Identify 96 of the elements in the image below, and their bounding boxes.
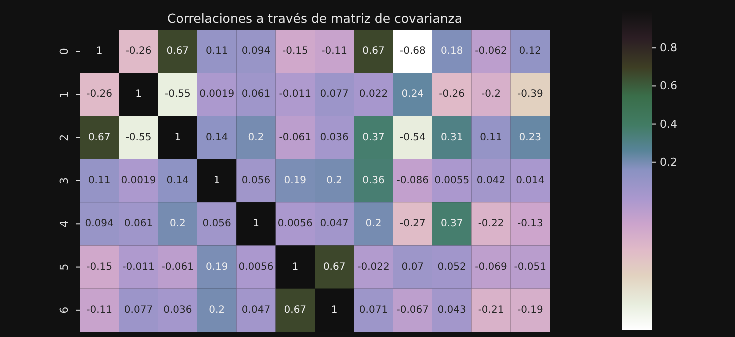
data-label: -0.15	[86, 262, 113, 273]
data-label: 0.2	[170, 218, 186, 230]
data-label: 0.2	[209, 304, 226, 316]
data-label: 0.042	[476, 176, 506, 186]
data-label: -0.15	[282, 46, 308, 58]
data-label: 1	[96, 46, 103, 58]
y-tick-label: 2	[58, 134, 71, 142]
data-label: -0.022	[358, 262, 390, 273]
data-label: -0.069	[475, 262, 508, 273]
data-label: 0.2	[366, 218, 382, 230]
y-tick-label: 1	[58, 91, 71, 98]
y-tick-label: 5	[58, 264, 71, 271]
data-label: -0.2	[481, 89, 502, 100]
data-label: 0.043	[438, 304, 466, 316]
data-label: -0.22	[478, 218, 504, 230]
data-label: 0.077	[124, 304, 154, 316]
data-label: 0.036	[320, 132, 349, 144]
data-label: 0.14	[206, 132, 228, 144]
data-label: -0.54	[400, 132, 426, 144]
data-label: -0.11	[86, 304, 113, 316]
data-label: -0.39	[517, 89, 544, 100]
data-label: -0.086	[396, 176, 430, 186]
data-label: 0.67	[284, 304, 307, 316]
data-label: 0.094	[242, 46, 271, 58]
data-label: 0.36	[362, 176, 385, 186]
data-label: -0.55	[126, 132, 152, 144]
data-label: 0.0056	[278, 218, 313, 230]
data-label: 0.052	[438, 262, 466, 273]
data-label: 1	[136, 89, 142, 100]
chart-title: Correlaciones a través de matriz de covarianza	[166, 11, 464, 26]
data-label: -0.067	[396, 304, 430, 316]
data-label: 0.19	[206, 262, 228, 273]
data-label: 0.12	[519, 46, 542, 58]
data-label: 0.056	[202, 218, 232, 230]
data-label: -0.68	[400, 46, 426, 58]
y-tick-label: 3	[58, 178, 71, 184]
data-label: -0.26	[86, 89, 113, 100]
data-label: -0.051	[514, 262, 547, 273]
data-label: 0.036	[164, 304, 192, 316]
color-bar-label: 0.8	[660, 42, 678, 55]
data-label: 0.31	[440, 132, 464, 144]
data-label: 0.022	[359, 89, 388, 100]
data-label: -0.11	[322, 46, 348, 58]
data-label: 0.056	[242, 176, 271, 186]
y-tick-label: 0	[58, 48, 71, 56]
y-tick-label: 6	[58, 306, 71, 314]
data-label: 0.094	[85, 218, 114, 230]
data-label: 0.047	[320, 218, 349, 230]
data-label: 0.11	[88, 176, 111, 186]
data-label: 0.014	[516, 176, 545, 186]
data-label: 0.061	[124, 218, 154, 230]
data-label: 0.67	[88, 132, 111, 144]
data-label: 1	[174, 132, 182, 144]
data-label: 0.2	[326, 176, 343, 186]
data-label: 1	[331, 304, 338, 316]
data-label: 1	[253, 218, 260, 230]
data-label: 0.37	[362, 132, 385, 144]
data-label: 0.11	[480, 132, 502, 144]
data-label: 0.24	[402, 89, 424, 100]
data-label: 0.0019	[121, 176, 156, 186]
data-label: 0.077	[320, 89, 349, 100]
data-label: -0.19	[517, 304, 544, 316]
data-label: 0.0019	[200, 89, 235, 100]
data-label: -0.26	[439, 89, 466, 100]
data-label: -0.062	[475, 46, 508, 58]
data-label: 0.07	[402, 262, 424, 273]
data-label: 0.67	[362, 46, 385, 58]
data-label: 0.37	[440, 218, 464, 230]
data-label: 0.19	[284, 176, 307, 186]
data-label: 0.0056	[238, 262, 274, 273]
data-label: 0.047	[242, 304, 271, 316]
data-label: 0.67	[166, 46, 190, 58]
data-label: 0.18	[440, 46, 464, 58]
color-bar-label: 0.4	[660, 118, 678, 131]
data-label: -0.27	[400, 218, 426, 230]
color-bar-label: 0.6	[660, 80, 678, 93]
data-label: 0.071	[359, 304, 388, 316]
data-label: -0.26	[126, 46, 152, 58]
y-tick-label: 4	[58, 220, 71, 228]
data-label: 0.11	[206, 46, 228, 58]
data-label: 0.2	[248, 132, 264, 144]
data-label: 0.061	[242, 89, 271, 100]
data-label: -0.21	[478, 304, 504, 316]
data-label: -0.061	[162, 262, 194, 273]
data-label: -0.011	[279, 89, 312, 100]
color-bar-label: 0.2	[660, 156, 678, 169]
data-label: -0.011	[122, 262, 155, 273]
data-label: 0.0055	[434, 176, 470, 186]
data-label: 0.23	[519, 132, 542, 144]
data-label: 1	[214, 176, 220, 186]
data-label: 0.14	[166, 176, 190, 186]
data-label: -0.13	[517, 218, 544, 230]
data-label: 1	[292, 262, 299, 273]
data-label: -0.061	[279, 132, 312, 144]
data-label: 0.67	[323, 262, 346, 273]
data-label: -0.55	[164, 89, 191, 100]
